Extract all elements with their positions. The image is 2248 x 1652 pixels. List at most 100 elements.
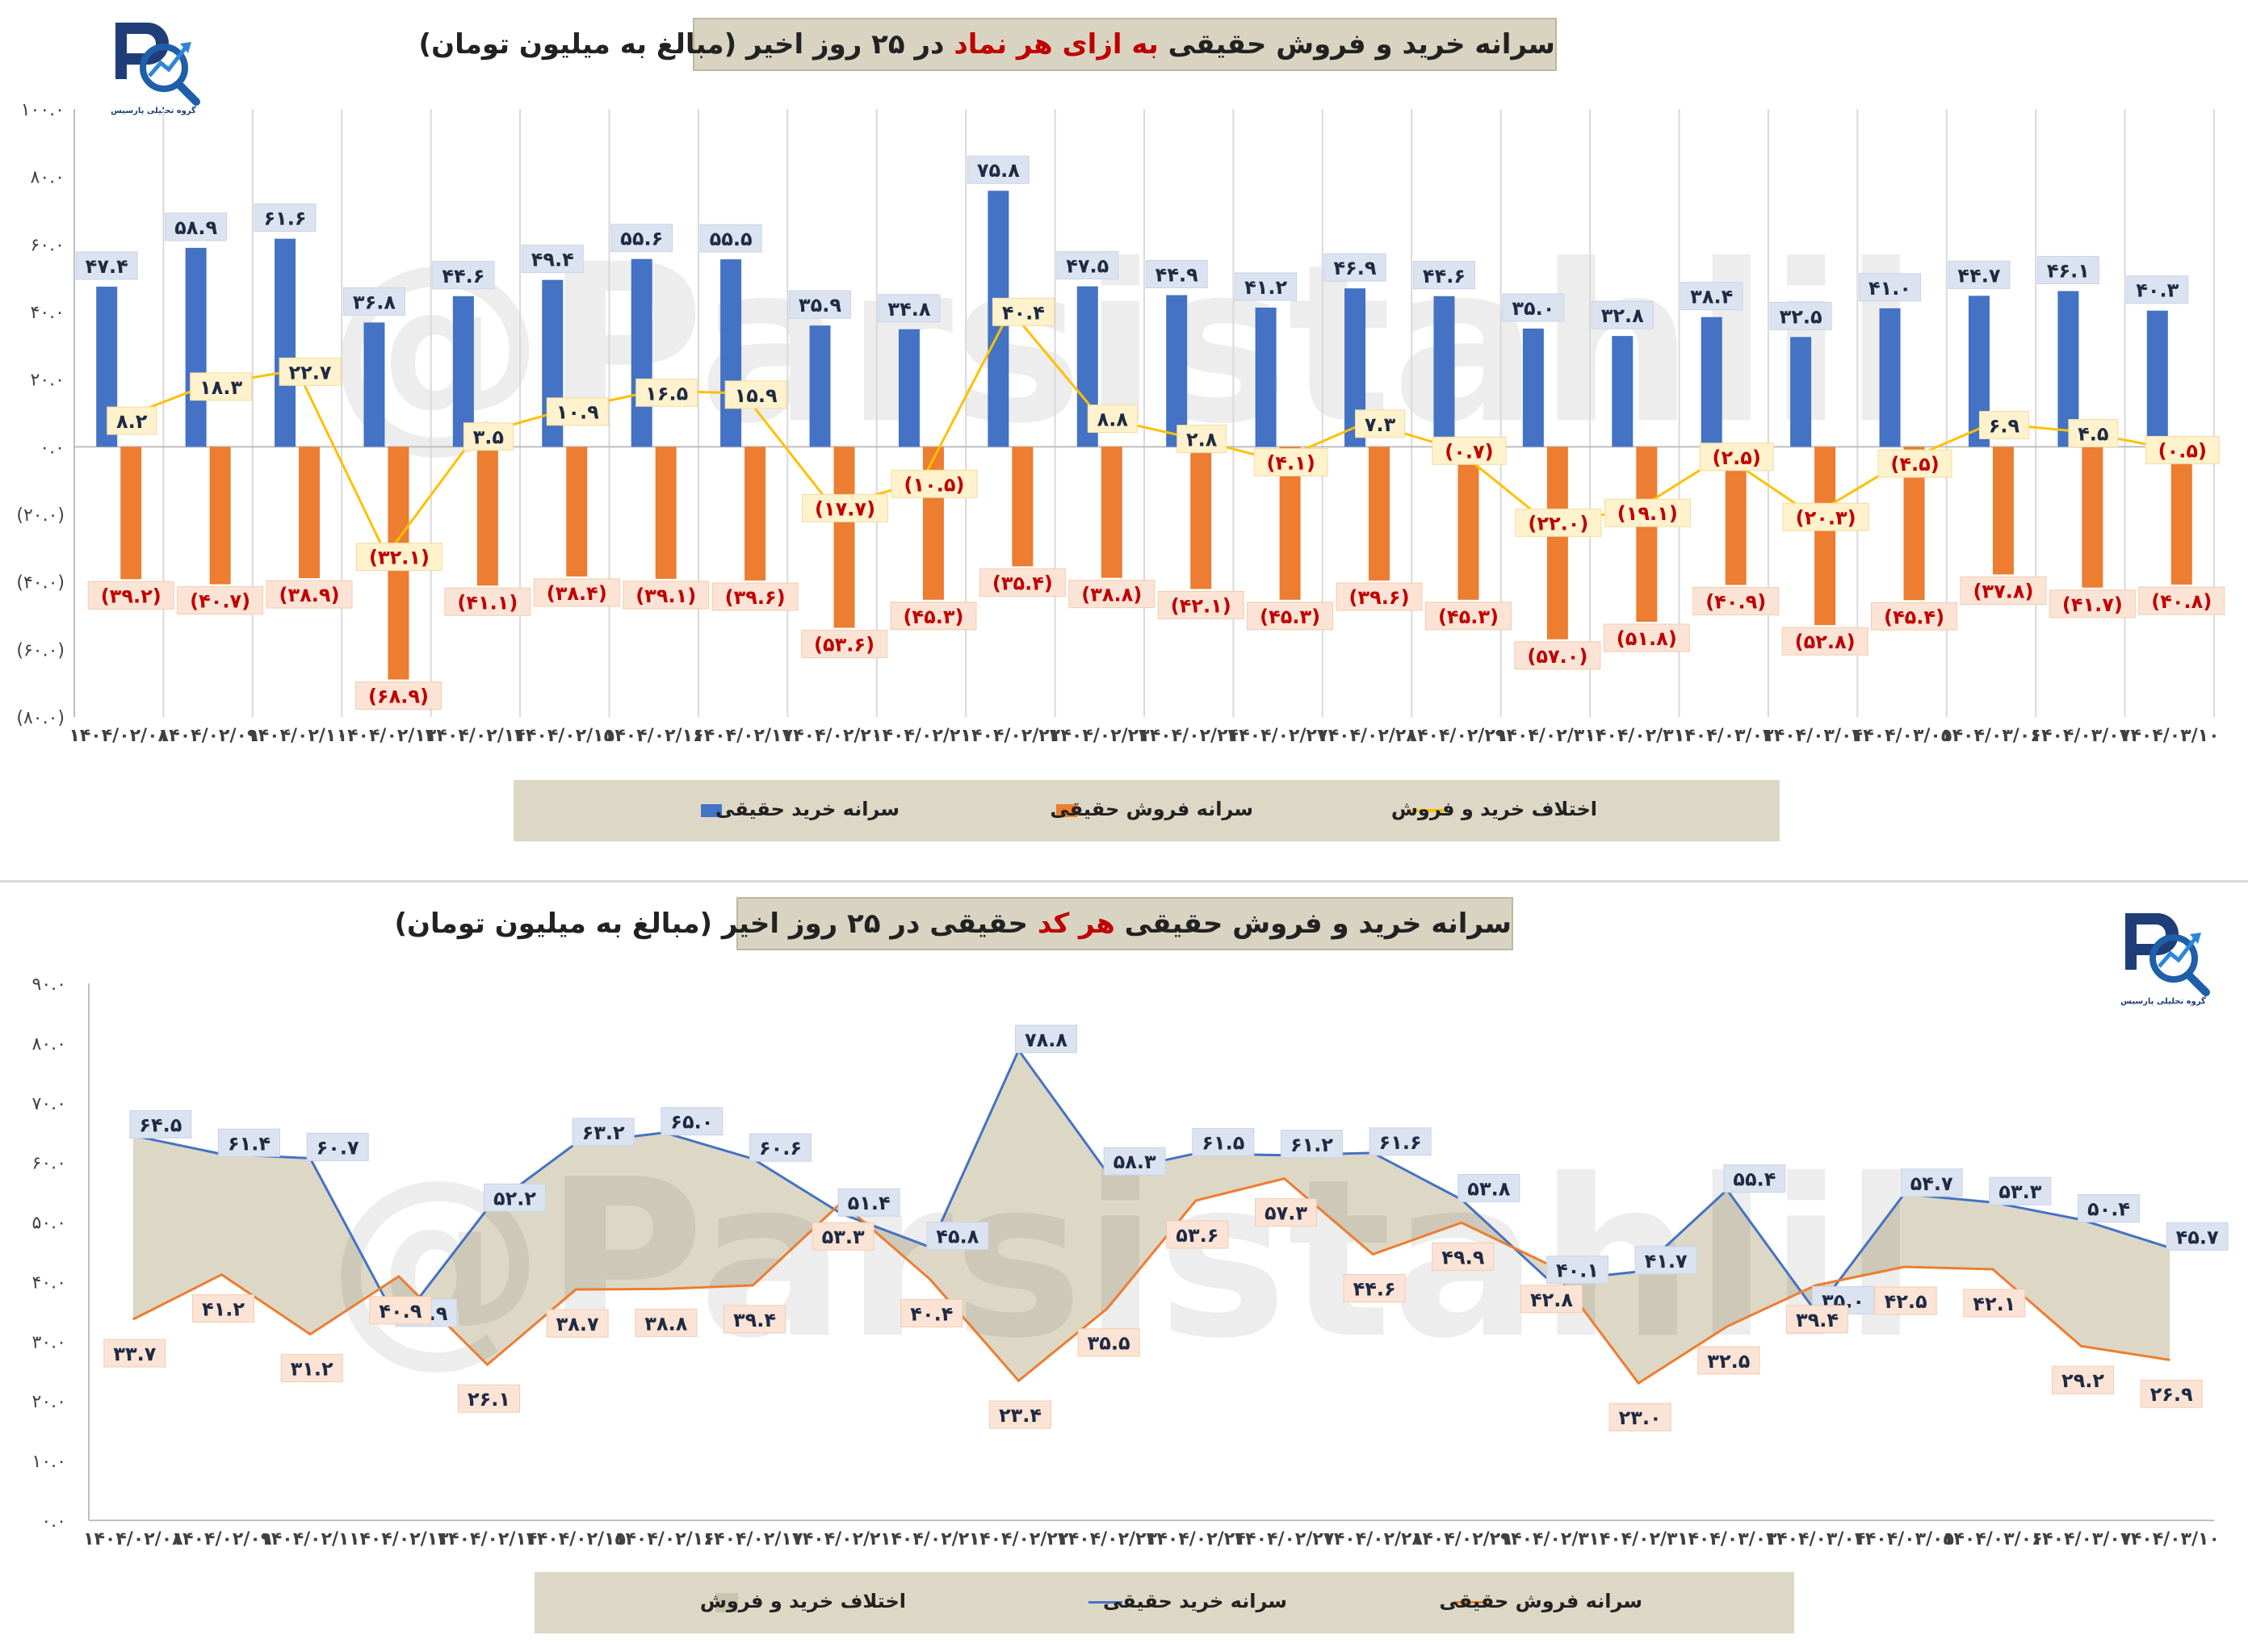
chart-panel-per-code: سرانه خرید و فروش حقیقی هر کد حقیقی در ۲… — [0, 883, 2248, 1652]
buy2-value-label-bg — [572, 1117, 635, 1147]
sell2-value-label: ۵۳.۶ — [1176, 1224, 1218, 1247]
parsis-logo-icon-2: گروه تحلیلی پارسیس — [2120, 913, 2210, 1006]
y-tick-label: ۸۰.۰ — [31, 168, 65, 188]
x-tick-label: ۱۴۰۴/۰۲/۲۸ — [1317, 726, 1417, 746]
diff-value-label: ۷.۳ — [1365, 413, 1396, 436]
buy-bar — [1790, 337, 1812, 447]
sell-value-label-bg — [979, 568, 1066, 597]
x-tick-label: ۱۴۰۴/۰۲/۲۲ — [961, 726, 1061, 746]
sell-value-label: (۳۸.۸) — [1081, 584, 1142, 606]
buy-bar — [1255, 307, 1277, 447]
buy2-value-label-bg — [1015, 1025, 1077, 1054]
sell2-value-label-bg — [723, 1305, 786, 1334]
sell2-value-label-bg — [369, 1296, 432, 1325]
buy-value-label-bg — [254, 203, 317, 233]
legend-sell-swatch — [1056, 804, 1077, 817]
x-tick-label: ۱۴۰۴/۰۳/۰۶ — [1941, 726, 2041, 746]
sell-bar — [566, 447, 588, 577]
x-tick-label: ۱۴۰۴/۰۲/۱۶ — [604, 726, 704, 746]
buy2-value-label: ۵۳.۸ — [1467, 1177, 1510, 1200]
diff-value-label: (۰.۵) — [2158, 439, 2207, 462]
sell2-value-label: ۴۴.۶ — [1353, 1277, 1396, 1300]
diff-value-label: ۱۸.۳ — [199, 376, 242, 399]
diff-value-label-bg — [1355, 409, 1406, 438]
sell-value-label: (۳۹.۲) — [101, 585, 161, 607]
sell-value-label-bg — [623, 581, 710, 610]
buy2-value-label: ۶۰.۶ — [759, 1137, 802, 1159]
diff-value-label-bg — [724, 380, 787, 409]
buy2-value-label-bg — [1281, 1130, 1343, 1159]
y-tick-label-2: ۶۰.۰ — [32, 1154, 66, 1174]
sell2-value-label: ۵۳.۳ — [822, 1226, 865, 1248]
sell-bar — [120, 447, 142, 580]
sell-value-label: (۶۸.۹) — [368, 686, 429, 708]
buy-value-label: ۴۴.۶ — [442, 265, 484, 287]
diff-area — [132, 1050, 2170, 1384]
buy2-value-label-bg — [749, 1133, 812, 1162]
sell2-value-label: ۳۸.۷ — [556, 1313, 599, 1335]
sell-bar — [1190, 447, 1212, 589]
sell-value-label-bg — [1336, 582, 1423, 611]
x-tick-label-2: ۱۴۰۴/۰۲/۱۴ — [438, 1529, 538, 1549]
sell2-value-label-bg — [1697, 1346, 1760, 1375]
diff-value-label: ۳.۵ — [473, 426, 504, 449]
buy2-value-label: ۶۱.۶ — [1379, 1131, 1422, 1154]
sell2-value-label: ۲۶.۹ — [2150, 1383, 2193, 1406]
buy-value-label: ۳۵.۹ — [799, 294, 841, 317]
diff-value-label-bg — [1432, 436, 1507, 465]
sell-value-label: (۳۸.۹) — [279, 584, 340, 606]
buy-value-label: ۳۸.۴ — [1690, 286, 1733, 308]
buy-value-label-bg — [1235, 272, 1298, 301]
sell2-value-label: ۴۰.۴ — [910, 1302, 953, 1325]
buy-value-label-bg — [1502, 293, 1565, 322]
diff-value-label: ۱۰.۹ — [556, 401, 599, 424]
buy-value-label: ۴۷.۵ — [1066, 255, 1109, 278]
x-tick-label: ۱۴۰۴/۰۲/۳۰ — [1495, 726, 1596, 746]
buy-value-label: ۳۴.۸ — [887, 298, 930, 321]
buy-value-label-bg — [165, 212, 228, 241]
sell-value-label-bg — [266, 580, 353, 609]
buy-value-label-bg — [432, 261, 495, 290]
buy2-value-label-bg — [218, 1128, 280, 1157]
buy2-value-label: ۶۵.۰ — [670, 1111, 713, 1134]
buy2-value-label-bg — [1457, 1173, 1520, 1202]
diff-value-label-bg — [1253, 447, 1328, 476]
buy-value-label-bg — [1412, 261, 1475, 290]
buy2-value-label: ۵۳.۳ — [1998, 1180, 2041, 1203]
x-tick-label-2: ۱۴۰۴/۰۲/۲۷ — [1235, 1529, 1335, 1549]
sell2-value-label: ۴۲.۱ — [1973, 1293, 2015, 1315]
sell-value-label-bg — [2138, 586, 2225, 615]
diff-value-label-bg — [2145, 435, 2220, 464]
diff-value-label: ۴.۵ — [2078, 423, 2108, 446]
y-tick-label-2: ۷۰.۰ — [32, 1094, 66, 1114]
sell-value-label-bg — [1157, 590, 1244, 619]
y-tick-label-2: ۲۰.۰ — [32, 1392, 66, 1412]
x-tick-label: ۱۴۰۴/۰۲/۲۷ — [1228, 726, 1328, 746]
chart2-plot: @Parsistahlil ۰.۰۱۰.۰۲۰.۰۳۰.۰۴۰.۰۵۰.۰۶۰.… — [32, 975, 2229, 1549]
buy-value-label-bg — [967, 155, 1030, 184]
sell-value-label-bg — [1603, 623, 1690, 652]
diff-value-label: (۴.۱) — [1266, 451, 1315, 474]
x-tick-label: ۱۴۰۴/۰۲/۱۵ — [515, 726, 615, 746]
buy2-value-label-bg — [926, 1222, 989, 1251]
parsis-logo-icon: گروه تحلیلی پارسیس — [111, 23, 200, 115]
sell-value-label-bg — [87, 581, 174, 610]
diff-value-label-bg — [463, 422, 514, 451]
sell-bar — [1636, 447, 1658, 623]
sell-value-label: (۳۹.۶) — [725, 586, 786, 609]
diff-value-label-bg — [1877, 449, 1952, 478]
buy-value-label-bg — [1859, 273, 1922, 302]
diff-value-label-bg — [992, 297, 1055, 326]
buy-value-label: ۶۱.۶ — [264, 208, 307, 230]
sell-bar — [1992, 447, 2014, 575]
x-tick-label: ۱۴۰۴/۰۳/۱۰ — [2120, 726, 2220, 746]
sell-value-label-bg — [533, 578, 620, 607]
y-tick-label-2: ۹۰.۰ — [32, 975, 66, 995]
sell-value-label-bg — [177, 586, 264, 615]
buy2-value-label-bg — [661, 1107, 723, 1136]
chart1-legend: سرانه خرید حقیقی سرانه فروش حقیقی اختلاف… — [514, 780, 1780, 841]
sell2-value-label-bg — [546, 1309, 609, 1338]
diff-value-label: (۴.۵) — [1890, 453, 1939, 476]
diff-value-label: (۱۰.۵) — [904, 473, 964, 496]
x-tick-label-2: ۱۴۰۴/۰۳/۰۴ — [1766, 1529, 1866, 1549]
